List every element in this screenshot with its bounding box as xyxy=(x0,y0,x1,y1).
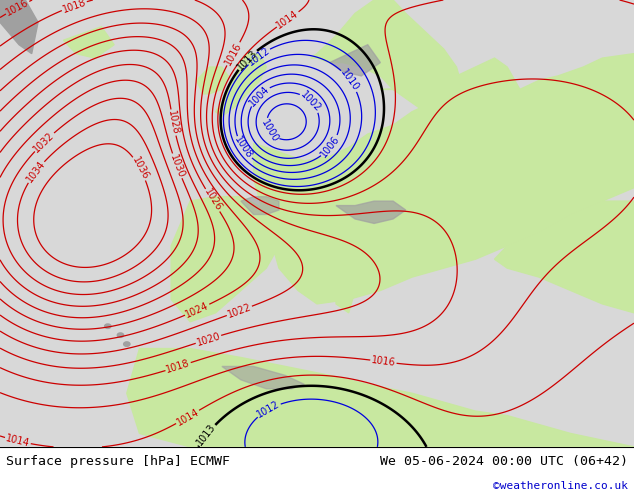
Text: 1032: 1032 xyxy=(32,130,56,154)
Text: 1028: 1028 xyxy=(166,110,181,136)
Text: 1034: 1034 xyxy=(25,159,47,185)
Text: 1016: 1016 xyxy=(4,0,30,18)
Text: 1010: 1010 xyxy=(339,68,361,93)
Polygon shape xyxy=(336,201,406,223)
Text: 1014: 1014 xyxy=(174,407,201,427)
Circle shape xyxy=(124,342,130,346)
Text: 1022: 1022 xyxy=(226,302,253,320)
Polygon shape xyxy=(241,196,279,215)
Polygon shape xyxy=(495,201,634,313)
Text: We 05-06-2024 00:00 UTC (06+42): We 05-06-2024 00:00 UTC (06+42) xyxy=(380,456,628,468)
Text: 1030: 1030 xyxy=(168,153,186,179)
Polygon shape xyxy=(336,223,368,313)
Polygon shape xyxy=(311,0,463,112)
Polygon shape xyxy=(127,348,634,447)
Text: 1024: 1024 xyxy=(184,300,210,319)
Text: 1018: 1018 xyxy=(165,358,191,375)
Polygon shape xyxy=(222,367,304,389)
Text: 1006: 1006 xyxy=(319,134,342,159)
Text: 1014: 1014 xyxy=(4,433,31,449)
Text: 1013: 1013 xyxy=(195,422,218,448)
Polygon shape xyxy=(216,53,266,116)
Text: 1000: 1000 xyxy=(259,118,280,144)
Polygon shape xyxy=(380,58,520,134)
Text: 1012: 1012 xyxy=(256,399,281,420)
Text: 1026: 1026 xyxy=(202,187,223,213)
Polygon shape xyxy=(330,45,380,76)
Text: ©weatheronline.co.uk: ©weatheronline.co.uk xyxy=(493,481,628,490)
Text: 1016: 1016 xyxy=(371,355,396,368)
Text: 1002: 1002 xyxy=(299,89,323,114)
Circle shape xyxy=(105,324,111,328)
Text: 1036: 1036 xyxy=(130,155,150,182)
Text: 1013: 1013 xyxy=(235,48,259,72)
Text: 1004: 1004 xyxy=(247,83,271,108)
Circle shape xyxy=(117,333,124,338)
Polygon shape xyxy=(171,196,279,322)
Polygon shape xyxy=(254,53,634,304)
Text: Surface pressure [hPa] ECMWF: Surface pressure [hPa] ECMWF xyxy=(6,456,230,468)
Polygon shape xyxy=(0,0,38,53)
Text: 1018: 1018 xyxy=(61,0,87,15)
Text: 1016: 1016 xyxy=(223,41,243,67)
Text: 1014: 1014 xyxy=(275,8,301,30)
Text: 1012: 1012 xyxy=(246,45,271,67)
Polygon shape xyxy=(197,67,228,94)
Text: 1020: 1020 xyxy=(195,331,222,348)
Text: 1008: 1008 xyxy=(232,135,254,161)
Polygon shape xyxy=(63,27,114,58)
